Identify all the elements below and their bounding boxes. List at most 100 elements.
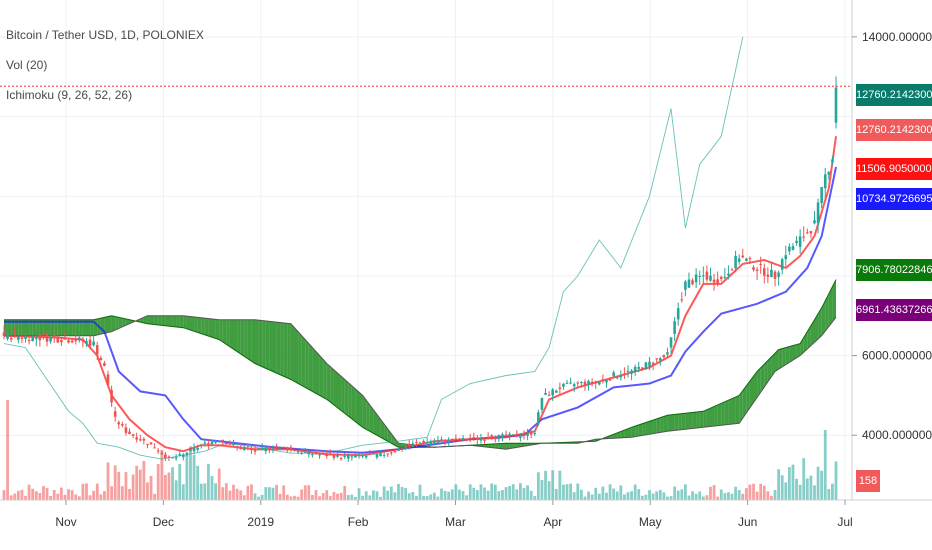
volume-bar	[522, 488, 526, 500]
volume-bar	[103, 491, 106, 500]
cloud-segment	[714, 405, 718, 427]
volume-bar	[375, 491, 379, 500]
candle-body	[450, 438, 454, 441]
candle-body	[626, 370, 630, 372]
volume-bar	[264, 487, 268, 500]
cloud-segment	[165, 315, 169, 327]
volume-bar	[138, 469, 142, 500]
volume-bar	[834, 461, 838, 500]
candle-body	[522, 434, 526, 436]
time-axis[interactable]: Nov Dec 2019 Feb Mar Apr May Jun Jul	[55, 500, 853, 529]
volume-bar	[153, 493, 157, 500]
volume-bar	[171, 467, 174, 500]
cloud-segment	[308, 343, 313, 392]
volume-bar	[77, 496, 81, 500]
volume-bar	[2, 490, 6, 500]
candle-body	[407, 444, 411, 446]
candle-body	[307, 451, 311, 455]
candle-body	[49, 337, 52, 342]
volume-bar	[716, 496, 720, 500]
candle-body	[418, 442, 422, 444]
price-axis[interactable]: 14000.00000000 6000.00000000 4000.00000000	[852, 30, 932, 442]
cloud-segment	[373, 409, 377, 436]
cloud-segment	[158, 315, 162, 326]
candle-body	[834, 87, 838, 123]
volume-bar	[260, 494, 264, 500]
volume-bar	[425, 496, 429, 500]
candle-body	[257, 448, 260, 450]
candle-body	[113, 411, 117, 417]
cloud-segment	[215, 319, 220, 340]
candle-body	[827, 171, 831, 175]
volume-bar	[42, 486, 45, 500]
candle-body	[70, 340, 74, 343]
volume-bar	[536, 472, 540, 500]
candle-body	[565, 382, 569, 384]
candle-body	[88, 339, 92, 346]
volume-bar	[336, 493, 339, 500]
chart-grid	[0, 0, 852, 500]
candle-body	[748, 257, 752, 259]
candle-body	[637, 366, 641, 369]
candle-body	[372, 453, 375, 455]
cloud-segment	[82, 319, 87, 336]
cloud-segment	[814, 313, 819, 343]
cloud-segment	[348, 382, 352, 419]
candle-body	[228, 442, 232, 445]
volume-bar	[99, 494, 103, 500]
volume-bar	[34, 491, 38, 500]
volume-bar	[343, 485, 347, 500]
volume-bar	[727, 492, 730, 500]
candle-body	[730, 269, 734, 271]
candle-body	[300, 452, 303, 454]
volume-bar	[759, 483, 763, 500]
cloud-segment	[283, 322, 288, 378]
symbol-title[interactable]: Bitcoin / Tether USD, 1D, POLONIEX	[6, 28, 204, 42]
volume-bar	[88, 495, 92, 500]
volume-bar	[737, 490, 741, 500]
volume-bar	[400, 486, 404, 500]
cloud-segment	[115, 316, 119, 331]
volume-bar	[762, 485, 766, 500]
cloud-segment	[764, 360, 768, 387]
volume-bar	[364, 491, 368, 500]
candle-body	[540, 397, 544, 410]
volume-bar	[357, 488, 361, 500]
volume-bar	[511, 484, 515, 500]
candle-body	[712, 279, 716, 283]
cloud-segment	[491, 443, 496, 448]
volume-bar	[701, 496, 705, 500]
volume-bar	[601, 486, 605, 500]
time-tick-label: Dec	[153, 515, 174, 529]
volume-bar	[547, 481, 551, 500]
cloud-segment	[262, 320, 266, 369]
volume-bar	[339, 492, 343, 500]
volume-bar	[81, 483, 85, 500]
volume-bar	[630, 491, 633, 500]
candle-body	[773, 271, 777, 279]
cloud-segment	[294, 327, 299, 384]
candle-body	[443, 440, 447, 443]
ichimoku-indicator-label[interactable]: Ichimoku (9, 26, 52, 26)	[6, 88, 133, 102]
cloud-segment	[147, 315, 151, 325]
volume-bar	[267, 487, 271, 500]
candle-body	[78, 337, 81, 340]
candle-body	[798, 236, 802, 247]
candle-body	[433, 441, 436, 444]
candle-body	[605, 380, 608, 383]
volume-indicator-label[interactable]: Vol (20)	[6, 58, 48, 72]
volume-bar	[314, 490, 318, 500]
volume-bar	[296, 496, 300, 500]
cloud-segment	[359, 392, 363, 428]
cloud-segment	[506, 443, 510, 450]
cloud-segment	[671, 414, 675, 431]
candle-body	[361, 455, 364, 457]
candle-body	[38, 334, 42, 341]
volume-bar	[253, 493, 257, 500]
cloud-segment	[344, 379, 349, 417]
cloud-segment	[32, 319, 37, 336]
candle-body	[117, 422, 121, 425]
candle-body	[282, 446, 286, 448]
candle-body	[375, 454, 379, 458]
